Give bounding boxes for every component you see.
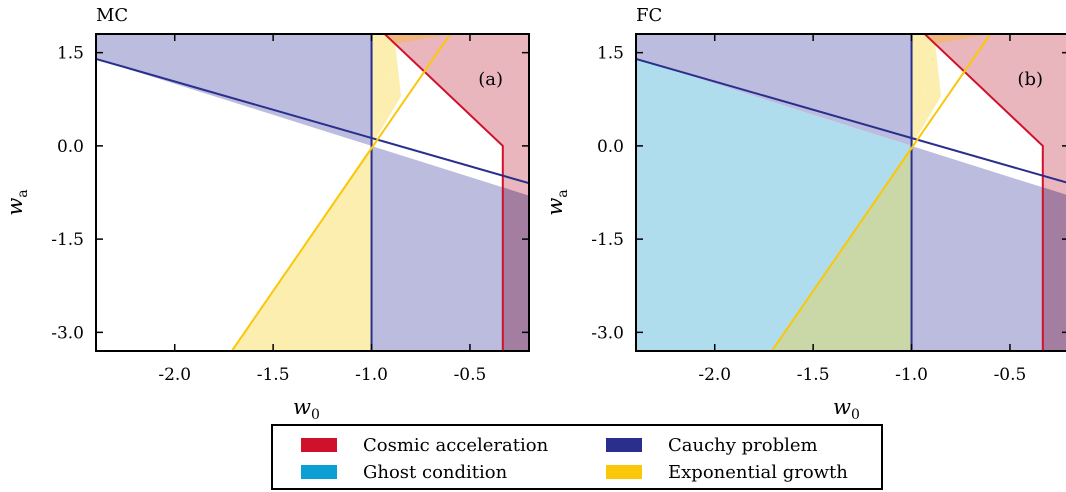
y-tick-label: 0.0 — [597, 137, 624, 157]
x-tick-label: -0.5 — [994, 365, 1027, 385]
cauchy-boundary — [636, 57, 1066, 184]
x-tick-label: -1.5 — [797, 365, 830, 385]
growth-boundary — [770, 34, 992, 351]
growth-sliver — [371, 43, 402, 146]
legend-label: Exponential growth — [668, 461, 848, 483]
y-tick-label: -1.5 — [51, 230, 84, 250]
panel-mc: -2.0 -1.5 -1.0 -0.5 1.5 0.0 -1.5 -3.0 MC (a) w0 wa — [3, 5, 530, 423]
overlap-acc-cauchy-strip — [1042, 187, 1066, 351]
y-axis-label: wa — [543, 189, 571, 215]
cauchy-boundary — [96, 57, 529, 185]
overlap-acc-growth — [371, 34, 451, 44]
plot-frame — [95, 33, 530, 352]
legend-label: Cosmic acceleration — [363, 434, 549, 456]
y-axis-label-sub: a — [555, 189, 571, 197]
legend-label: Cauchy problem — [668, 434, 818, 456]
y-tick-label: -3.0 — [591, 323, 624, 343]
panel-title: FC — [636, 5, 662, 26]
plot-area — [96, 22, 529, 351]
y-axis-label: wa — [3, 189, 31, 215]
overlap-acc-growth — [911, 34, 991, 44]
legend: Cosmic acceleration Cauchy problem Ghost… — [271, 424, 883, 490]
panel-title: MC — [96, 5, 128, 26]
panel-fc: -2.0 -1.5 -1.0 -0.5 1.5 0.0 -1.5 -3.0 FC (b) w0 wa — [543, 5, 1066, 423]
legend-swatch — [606, 465, 642, 479]
y-axis-label-sub: a — [15, 189, 31, 197]
acceleration-boundary — [923, 34, 1044, 351]
legend-label: Ghost condition — [363, 461, 508, 483]
legend-item-cosmic-acceleration: Cosmic acceleration — [301, 433, 548, 457]
x-axis-label-sub: 0 — [851, 407, 860, 423]
x-axis-label-sub: 0 — [311, 407, 320, 423]
panel-tag: (b) — [1017, 69, 1043, 90]
cauchy-region — [911, 145, 1066, 351]
white-region — [371, 43, 503, 188]
acceleration-boundary — [383, 34, 504, 351]
acceleration-region — [924, 34, 1066, 351]
x-tick-label: -0.5 — [454, 365, 487, 385]
x-tick-label: -1.0 — [895, 365, 928, 385]
x-tick-label: -1.0 — [355, 365, 388, 385]
overlap-acc-cauchy — [372, 22, 385, 34]
legend-swatch — [606, 438, 642, 452]
legend-item-cauchy-problem: Cauchy problem — [606, 433, 818, 457]
y-tick-label: 1.5 — [597, 44, 624, 64]
x-tick-label: -2.0 — [158, 365, 191, 385]
acceleration-region — [384, 34, 529, 351]
cauchy-region — [371, 145, 529, 351]
legend-item-ghost-condition: Ghost condition — [301, 460, 507, 484]
legend-swatch — [301, 438, 337, 452]
overlap-acc-cauchy-strip — [502, 187, 529, 351]
growth-sliver — [911, 43, 942, 146]
y-tick-label: -3.0 — [51, 323, 84, 343]
y-tick-label: -1.5 — [591, 230, 624, 250]
cauchy-region — [96, 34, 372, 146]
x-tick-label: -1.5 — [257, 365, 290, 385]
growth-boundary — [230, 34, 452, 351]
x-axis-label: w0 — [293, 395, 320, 423]
x-axis-label: w0 — [833, 395, 860, 423]
overlap-acc-cauchy — [912, 22, 925, 34]
y-tick-label: 0.0 — [57, 137, 84, 157]
plot-area — [636, 22, 1066, 351]
x-tick-label: -2.0 — [698, 365, 731, 385]
panel-tag: (a) — [478, 69, 503, 90]
legend-item-exponential-growth: Exponential growth — [606, 460, 848, 484]
legend-swatch — [301, 465, 337, 479]
plot-frame — [635, 33, 1066, 352]
white-region — [911, 43, 1043, 188]
y-tick-label: 1.5 — [57, 44, 84, 64]
